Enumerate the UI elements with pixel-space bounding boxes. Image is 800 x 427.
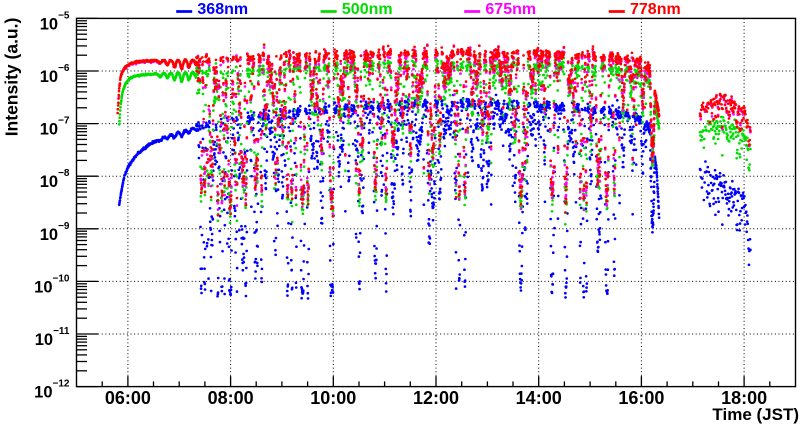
svg-text:18:00: 18:00 xyxy=(721,388,767,408)
svg-text:16:00: 16:00 xyxy=(618,388,664,408)
svg-text:06:00: 06:00 xyxy=(105,388,151,408)
svg-text:12:00: 12:00 xyxy=(413,388,459,408)
svg-text:14:00: 14:00 xyxy=(516,388,562,408)
svg-text:Intensity (a.u.): Intensity (a.u.) xyxy=(2,18,22,137)
svg-text:500nm: 500nm xyxy=(342,1,393,18)
svg-text:10:00: 10:00 xyxy=(310,388,356,408)
svg-text:368nm: 368nm xyxy=(197,1,248,18)
svg-text:675nm: 675nm xyxy=(485,1,536,18)
svg-text:778nm: 778nm xyxy=(630,1,681,18)
svg-text:08:00: 08:00 xyxy=(208,388,254,408)
svg-text:Time (JST): Time (JST) xyxy=(712,405,799,424)
